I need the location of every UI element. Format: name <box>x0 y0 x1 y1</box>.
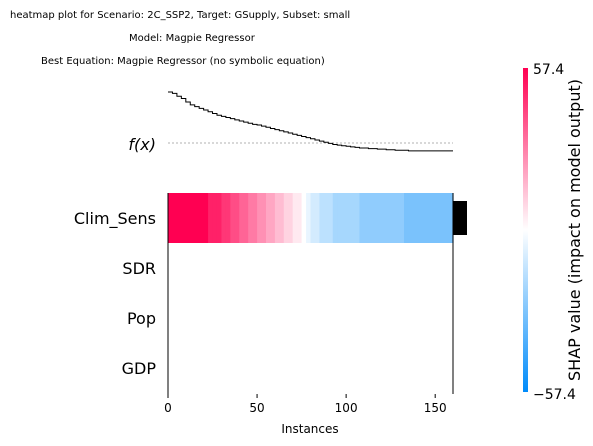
heatmap-cell <box>199 193 205 243</box>
heatmap-cell <box>185 193 191 243</box>
heatmap-cell <box>350 193 356 243</box>
heatmap-cell <box>176 193 182 243</box>
heatmap-cell <box>310 193 316 243</box>
heatmap-cell <box>216 193 223 243</box>
heatmap-cell <box>337 193 343 243</box>
heatmap-cell <box>444 193 450 243</box>
feature-importance-bars <box>453 201 467 235</box>
heatmap-cell <box>390 193 396 243</box>
heatmap-cell <box>248 193 254 243</box>
heatmap-cell <box>323 193 329 243</box>
feature-label: SDR <box>122 259 156 278</box>
heatmap-cell <box>221 193 227 243</box>
x-axis-label: Instances <box>281 422 338 436</box>
heatmap-cell <box>194 193 200 243</box>
heatmap-cell <box>319 193 325 243</box>
heatmap-cell <box>172 193 178 243</box>
heatmap-cell <box>168 193 174 243</box>
heatmap-cell <box>190 193 196 243</box>
heatmap-cell <box>208 193 214 243</box>
heatmap-cell <box>368 193 374 243</box>
heatmap-cell <box>435 193 441 243</box>
chart-title-line1: heatmap plot for Scenario: 2C_SSP2, Targ… <box>10 10 351 21</box>
heatmap-cells <box>168 193 454 243</box>
colorbar <box>523 68 528 392</box>
heatmap-cell <box>314 193 320 243</box>
heatmap-cell <box>448 193 454 243</box>
heatmap-cell <box>355 193 361 243</box>
heatmap-cell <box>239 193 245 243</box>
x-ticks: 0 50 100 150 <box>164 394 447 415</box>
heatmap-cell <box>306 193 312 243</box>
heatmap-cell <box>359 193 365 243</box>
fx-label: f(x) <box>128 135 156 154</box>
heatmap-cell <box>203 193 209 243</box>
colorbar-min-label: −57.4 <box>533 387 576 403</box>
heatmap-cell <box>328 193 334 243</box>
heatmap-cell <box>332 193 338 243</box>
colorbar-max-label: 57.4 <box>533 62 564 78</box>
heatmap-cell <box>399 193 405 243</box>
heatmap-cell <box>230 193 236 243</box>
heatmap-cell <box>426 193 432 243</box>
x-tick-label: 0 <box>164 401 172 415</box>
heatmap-cell <box>288 193 294 243</box>
heatmap-cell <box>297 193 303 243</box>
heatmap-cell <box>252 193 258 243</box>
heatmap-cell <box>408 193 414 243</box>
heatmap-cell <box>234 193 240 243</box>
heatmap-cell <box>430 193 436 243</box>
heatmap-cell <box>279 193 285 243</box>
fx-line <box>168 91 453 152</box>
heatmap-cell <box>243 193 249 243</box>
heatmap-cell <box>292 193 298 243</box>
x-tick-label: 100 <box>335 401 358 415</box>
heatmap-cell <box>261 193 267 243</box>
feature-label: GDP <box>122 359 157 378</box>
heatmap-cell <box>412 193 418 243</box>
heatmap-cell <box>395 193 401 243</box>
heatmap-cell <box>386 193 392 243</box>
chart-title-line2: Model: Magpie Regressor <box>129 33 255 44</box>
heatmap-cell <box>439 193 445 243</box>
heatmap-cell <box>301 193 307 243</box>
feature-label: Pop <box>127 309 156 328</box>
heatmap-cell <box>417 193 423 243</box>
chart-title-line3: Best Equation: Magpie Regressor (no symb… <box>41 56 325 67</box>
heatmap-cell <box>381 193 387 243</box>
heatmap-cell <box>421 193 427 243</box>
heatmap-cell <box>270 193 276 243</box>
heatmap-cell <box>212 193 218 243</box>
heatmap-cell <box>225 193 231 243</box>
heatmap-cell <box>363 193 369 243</box>
heatmap-cell <box>372 193 378 243</box>
feature-labels: Clim_Sens SDR Pop GDP <box>74 209 156 378</box>
heatmap-cell <box>377 193 383 243</box>
colorbar-label: SHAP value (impact on model output) <box>565 79 584 381</box>
feature-label: Clim_Sens <box>74 209 156 229</box>
heatmap-cell <box>257 193 263 243</box>
heatmap-cell <box>274 193 280 243</box>
heatmap-cell <box>346 193 352 243</box>
heatmap-cell <box>283 193 289 243</box>
heatmap-cell <box>341 193 347 243</box>
heatmap-cell <box>181 193 187 243</box>
x-tick-label: 50 <box>249 401 264 415</box>
x-tick-label: 150 <box>424 401 447 415</box>
heatmap-cell <box>404 193 410 243</box>
heatmap-cell <box>265 193 272 243</box>
feature-importance-bar <box>453 201 467 235</box>
